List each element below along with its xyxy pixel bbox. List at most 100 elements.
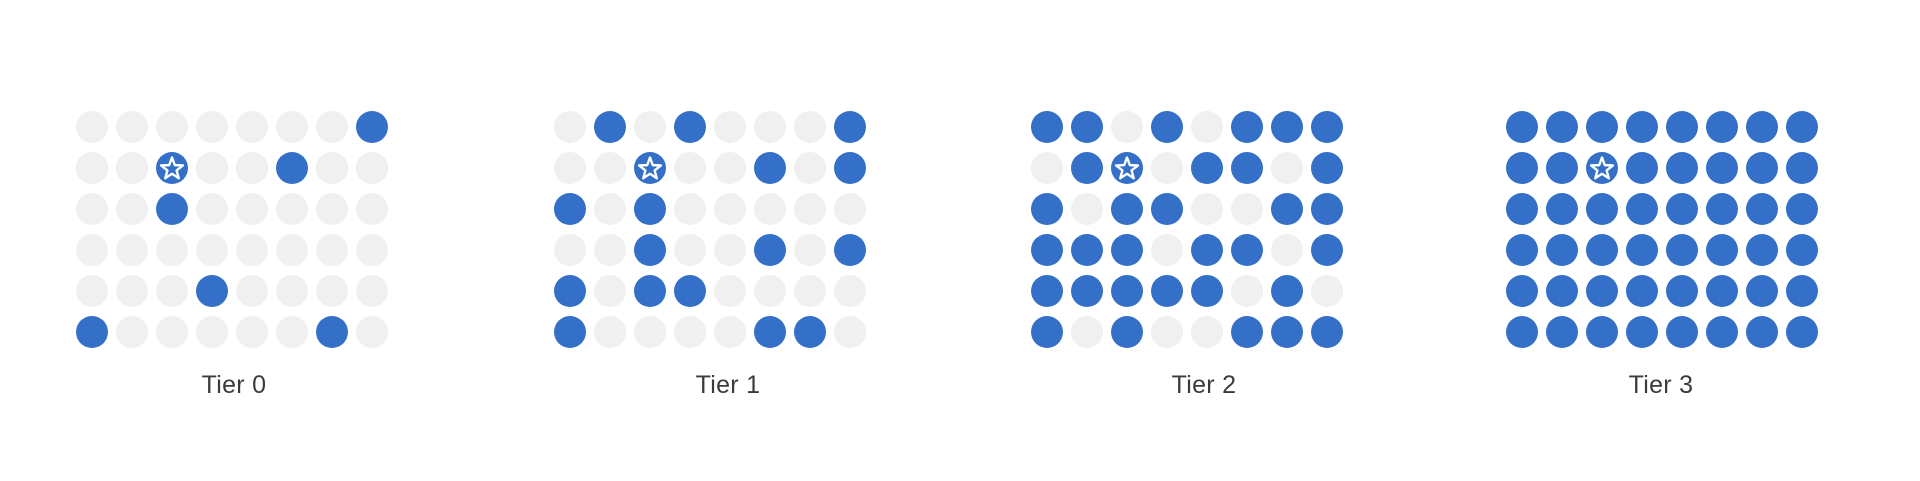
empty-dot (794, 234, 826, 266)
filled-dot (1311, 111, 1343, 143)
empty-dot (196, 316, 228, 348)
filled-dot (1546, 152, 1578, 184)
filled-dot (1626, 152, 1658, 184)
filled-dot (1546, 316, 1578, 348)
marker-dot (634, 152, 666, 184)
star-icon (1114, 156, 1140, 180)
empty-dot (1151, 234, 1183, 266)
filled-dot (1031, 111, 1063, 143)
empty-dot (794, 152, 826, 184)
filled-dot (1311, 234, 1343, 266)
tier-label: Tier 3 (1628, 371, 1694, 399)
empty-dot (674, 316, 706, 348)
empty-dot (276, 275, 308, 307)
filled-dot (1586, 234, 1618, 266)
filled-dot (276, 152, 308, 184)
filled-dot (1626, 275, 1658, 307)
empty-dot (1071, 316, 1103, 348)
filled-dot (1706, 193, 1738, 225)
star-icon (159, 156, 185, 180)
marker-dot (1586, 152, 1618, 184)
filled-dot (1786, 152, 1818, 184)
filled-dot (1031, 316, 1063, 348)
filled-dot (1506, 316, 1538, 348)
filled-dot (1231, 234, 1263, 266)
filled-dot (1151, 193, 1183, 225)
filled-dot (1706, 234, 1738, 266)
empty-dot (156, 111, 188, 143)
filled-dot (1706, 111, 1738, 143)
empty-dot (156, 316, 188, 348)
filled-dot (1666, 234, 1698, 266)
tier-grid (1506, 111, 1818, 348)
empty-dot (276, 316, 308, 348)
filled-dot (1191, 152, 1223, 184)
filled-dot (1506, 111, 1538, 143)
filled-dot (1071, 111, 1103, 143)
filled-dot (834, 234, 866, 266)
empty-dot (834, 193, 866, 225)
empty-dot (356, 316, 388, 348)
empty-dot (1151, 152, 1183, 184)
empty-dot (1271, 152, 1303, 184)
empty-dot (316, 275, 348, 307)
empty-dot (1231, 275, 1263, 307)
empty-dot (76, 234, 108, 266)
empty-dot (714, 152, 746, 184)
filled-dot (1746, 275, 1778, 307)
empty-dot (1191, 193, 1223, 225)
empty-dot (674, 234, 706, 266)
empty-dot (554, 111, 586, 143)
filled-dot (1706, 152, 1738, 184)
empty-dot (76, 275, 108, 307)
empty-dot (276, 111, 308, 143)
empty-dot (1111, 111, 1143, 143)
filled-dot (674, 275, 706, 307)
empty-dot (554, 234, 586, 266)
filled-dot (1786, 234, 1818, 266)
empty-dot (156, 234, 188, 266)
filled-dot (1586, 316, 1618, 348)
filled-dot (834, 152, 866, 184)
filled-dot (1191, 234, 1223, 266)
filled-dot (554, 316, 586, 348)
filled-dot (634, 275, 666, 307)
empty-dot (1231, 193, 1263, 225)
filled-dot (1506, 234, 1538, 266)
filled-dot (1546, 234, 1578, 266)
filled-dot (1706, 275, 1738, 307)
empty-dot (276, 193, 308, 225)
filled-dot (76, 316, 108, 348)
empty-dot (834, 316, 866, 348)
filled-dot (1746, 111, 1778, 143)
empty-dot (1191, 316, 1223, 348)
filled-dot (1586, 275, 1618, 307)
filled-dot (1231, 316, 1263, 348)
filled-dot (1586, 111, 1618, 143)
empty-dot (594, 152, 626, 184)
filled-dot (1031, 275, 1063, 307)
filled-dot (1666, 152, 1698, 184)
filled-dot (1111, 193, 1143, 225)
empty-dot (116, 316, 148, 348)
empty-dot (1191, 111, 1223, 143)
tier-label: Tier 2 (1171, 371, 1237, 399)
filled-dot (634, 234, 666, 266)
filled-dot (1546, 111, 1578, 143)
marker-dot (156, 152, 188, 184)
empty-dot (236, 275, 268, 307)
empty-dot (754, 111, 786, 143)
empty-dot (76, 152, 108, 184)
filled-dot (1506, 193, 1538, 225)
empty-dot (674, 193, 706, 225)
empty-dot (116, 234, 148, 266)
empty-dot (1271, 234, 1303, 266)
empty-dot (714, 111, 746, 143)
empty-dot (714, 275, 746, 307)
filled-dot (1626, 234, 1658, 266)
filled-dot (156, 193, 188, 225)
filled-dot (754, 152, 786, 184)
filled-dot (1746, 152, 1778, 184)
marker-dot (1111, 152, 1143, 184)
empty-dot (554, 152, 586, 184)
